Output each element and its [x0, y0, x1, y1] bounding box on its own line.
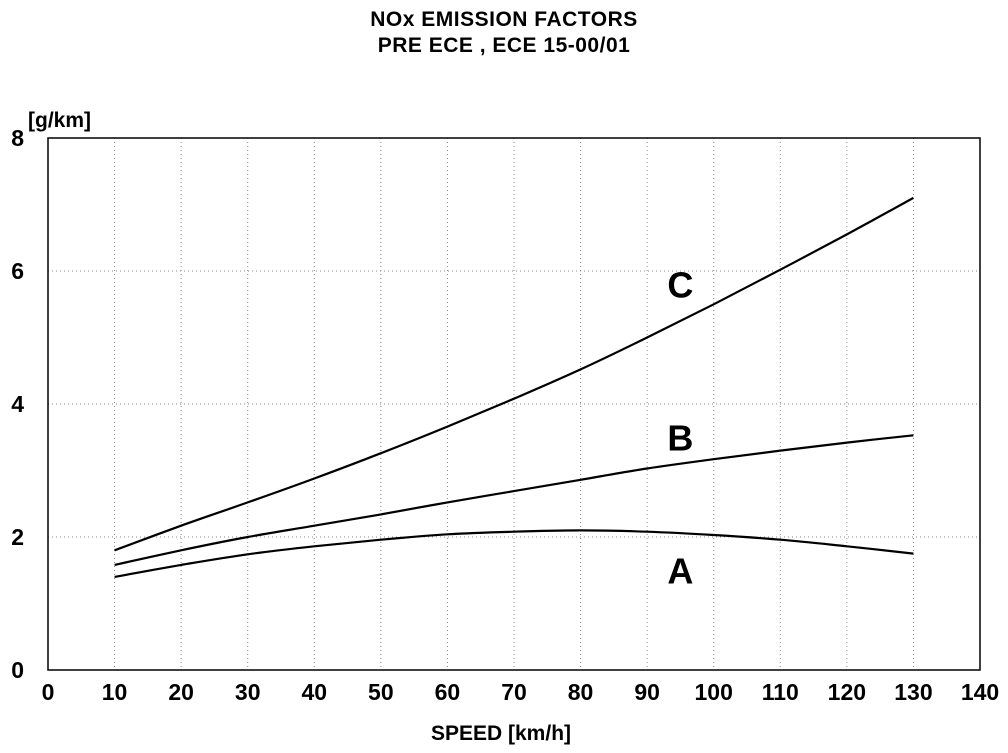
x-tick-label: 120 [828, 679, 866, 705]
x-tick-label: 0 [42, 679, 55, 705]
series-label-b: B [667, 417, 693, 458]
x-tick-label: 40 [301, 679, 327, 705]
grid-lines [48, 138, 980, 670]
x-tick-label: 50 [368, 679, 394, 705]
series-label-c: C [667, 264, 693, 305]
series-line-a [114, 529, 914, 578]
x-tick-label: 110 [762, 679, 799, 705]
y-tick-label: 4 [11, 391, 24, 417]
series-lines [114, 196, 914, 578]
y-tick-label: 0 [11, 657, 24, 683]
chart-title: NOx EMISSION FACTORS [370, 8, 638, 31]
y-tick-label: 2 [11, 524, 24, 550]
x-tick-label: 140 [961, 679, 999, 705]
chart-subtitle: PRE ECE , ECE 15-00/01 [377, 34, 631, 57]
x-tick-labels: 0 10 20 30 40 50 60 70 80 90 100 110 120 130 140 [42, 679, 1000, 705]
x-axis-label: SPEED [km/h] [431, 722, 571, 745]
series-labels: A B C [667, 264, 693, 591]
x-tick-label: 70 [501, 679, 527, 705]
x-tick-label: 20 [168, 679, 194, 705]
series-label-a: A [667, 550, 693, 591]
y-tick-label: 8 [11, 125, 24, 151]
series-line-b [114, 434, 914, 566]
y-axis-label: [g/km] [28, 109, 91, 132]
x-tick-label: 90 [634, 679, 660, 705]
x-tick-label: 80 [568, 679, 594, 705]
x-tick-label: 100 [695, 679, 733, 705]
x-tick-label: 130 [894, 679, 932, 705]
y-tick-labels: 0 2 4 6 8 [11, 125, 24, 683]
x-tick-label: 60 [435, 679, 461, 705]
x-tick-label: 30 [235, 679, 261, 705]
series-line-c [114, 196, 914, 552]
y-tick-label: 6 [11, 258, 24, 284]
plot-frame [47, 137, 981, 671]
x-tick-label: 10 [102, 679, 128, 705]
